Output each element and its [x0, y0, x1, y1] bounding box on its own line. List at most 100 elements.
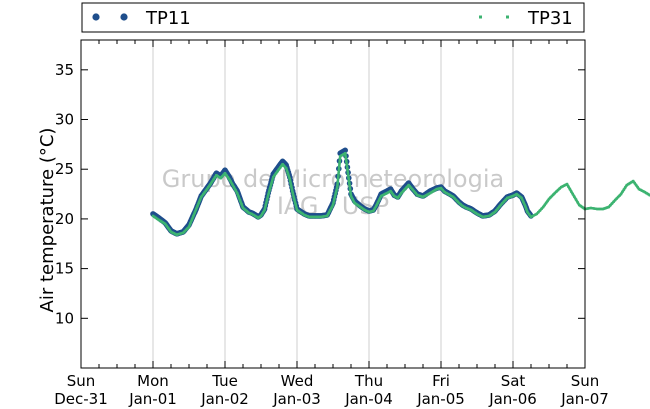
data-point-tp31	[375, 204, 378, 208]
data-point-tp31	[370, 210, 374, 213]
data-point-tp31	[400, 191, 403, 195]
data-point-tp31	[238, 199, 242, 202]
data-point-tp31	[178, 232, 182, 235]
data-point-tp31	[349, 194, 353, 198]
data-point-tp31	[433, 188, 437, 192]
data-point-tp31	[210, 180, 214, 184]
data-point-tp31	[234, 188, 237, 192]
data-point-tp31	[416, 193, 419, 197]
data-point-tp31	[184, 228, 188, 231]
data-point-tp31	[639, 188, 642, 191]
data-point-tp31	[258, 215, 261, 219]
data-point-tp31	[282, 164, 285, 167]
data-point-tp31	[309, 215, 312, 219]
data-point-tp31	[459, 203, 462, 206]
data-point-tp31	[313, 215, 317, 219]
x-tick-label-date: Jan-04	[344, 390, 393, 408]
data-point-tp31	[573, 195, 576, 198]
data-point-tp31	[328, 209, 332, 212]
data-point-tp31	[449, 194, 452, 197]
data-point-tp31	[190, 218, 194, 221]
x-tick-label-day: Tue	[211, 372, 238, 390]
data-point-tp31	[223, 172, 227, 175]
y-tick-label: 30	[55, 111, 74, 129]
data-point-tp31	[452, 195, 455, 199]
data-point-tp31	[603, 207, 606, 210]
data-point-tp31	[237, 195, 240, 198]
data-point-tp31	[441, 188, 444, 192]
data-point-tp31	[333, 197, 336, 201]
x-tick-label-date: Jan-02	[200, 390, 249, 408]
data-point-tp31	[421, 195, 425, 199]
data-point-tp31	[607, 205, 610, 209]
data-point-tp31	[493, 210, 497, 214]
data-point-tp31	[558, 187, 561, 190]
y-tick-label: 15	[55, 260, 74, 278]
data-point-tp31	[326, 214, 329, 218]
data-point-tp31	[369, 210, 372, 213]
data-point-tp31	[267, 193, 270, 197]
data-point-tp31	[389, 189, 392, 193]
data-point-tp31	[591, 207, 594, 210]
watermark-line-1: Grupo de Micrometeorologia	[162, 165, 504, 193]
data-point-tp31	[582, 206, 585, 210]
data-point-tp31	[553, 191, 556, 195]
data-point-tp31	[481, 215, 484, 219]
data-point-tp31	[281, 163, 284, 166]
data-point-tp31	[256, 216, 260, 220]
data-point-tp31	[585, 207, 588, 210]
data-point-tp31	[186, 227, 189, 230]
x-tick-label-date: Jan-03	[272, 390, 321, 408]
data-point-tp31	[564, 183, 567, 187]
series-tp31	[151, 152, 650, 237]
data-point-tp31	[510, 195, 513, 198]
data-point-tp31	[470, 208, 473, 212]
data-point-tp31	[273, 174, 276, 177]
data-point-tp31	[298, 210, 302, 214]
data-point-tp31	[463, 205, 466, 209]
data-point-tp31	[356, 203, 359, 207]
data-point-tp31	[574, 198, 578, 201]
data-point-tp31	[255, 215, 258, 219]
data-point-tp31	[290, 184, 293, 188]
data-point-tp31	[213, 176, 217, 179]
data-point-tp31	[340, 154, 344, 157]
data-point-tp31	[363, 208, 366, 212]
x-tick-label-date: Jan-06	[488, 390, 537, 408]
legend: TP11 TP31	[81, 2, 585, 33]
data-point-tp31	[367, 210, 371, 214]
data-point-tp31	[453, 197, 456, 200]
x-tick-label-day: Wed	[281, 372, 314, 390]
data-point-tp31	[331, 203, 335, 207]
data-point-tp31	[215, 174, 218, 177]
data-point-tp31	[435, 187, 438, 191]
data-point-tp31	[403, 187, 407, 191]
y-tick-label: 10	[55, 309, 74, 327]
data-point-tp31	[612, 200, 615, 203]
data-point-tp31	[588, 207, 591, 210]
data-point-tp31	[169, 230, 173, 233]
data-point-tp31	[465, 206, 468, 210]
data-point-tp31	[586, 207, 590, 210]
data-point-tp31	[171, 231, 174, 234]
data-point-tp31	[304, 214, 308, 217]
data-point-tp31	[360, 206, 363, 210]
data-point-tp31	[262, 210, 265, 214]
data-point-tp31	[373, 207, 376, 210]
data-point-tp31	[432, 189, 435, 193]
data-point-tp31	[409, 186, 413, 189]
data-point-tp31	[308, 215, 311, 219]
data-point-tp31	[297, 209, 300, 213]
y-tick-label: 20	[55, 210, 74, 228]
data-point-tp31	[414, 191, 417, 195]
data-point-tp31	[445, 191, 448, 195]
y-axis-label: Air temperature (°C)	[37, 128, 58, 313]
data-point-tp31	[606, 206, 609, 209]
x-tick-label-date: Jan-07	[560, 390, 609, 408]
data-point-tp31	[357, 204, 361, 208]
data-point-tp31	[249, 212, 252, 215]
data-point-tp31	[226, 176, 230, 179]
data-point-tp31	[628, 181, 632, 185]
data-point-tp11	[342, 147, 349, 154]
data-point-tp31	[164, 222, 167, 226]
